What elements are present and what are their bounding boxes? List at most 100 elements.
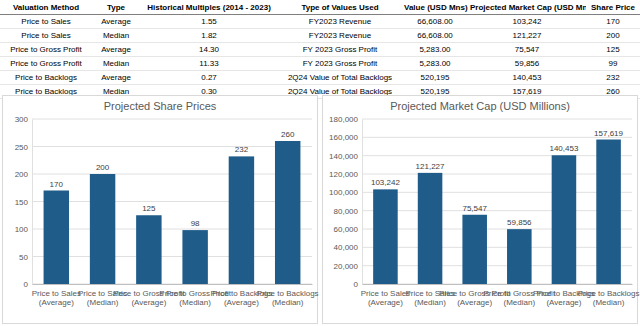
grid-line [362, 119, 632, 120]
table-cell: Average [92, 43, 140, 57]
y-tick-label: 140,000 [329, 152, 358, 161]
grid-line [362, 174, 632, 175]
grid-line [362, 229, 632, 230]
y-tick-label: 100 [15, 225, 29, 234]
y-axis: 020,00040,00060,00080,000100,000120,0001… [329, 115, 362, 289]
bar [507, 229, 532, 284]
table-cell: 59,856 [468, 57, 586, 71]
chart-panel: Projected Share Prices050100150200250300… [3, 96, 319, 324]
data-labels: 17020012598232260 [50, 130, 295, 228]
y-tick: 140,000 [329, 152, 362, 161]
plot-area: 020,00040,00060,00080,000100,000120,0001… [329, 115, 639, 307]
table-cell: Price to Sales [0, 15, 92, 29]
table-cell: 66,608.00 [402, 15, 468, 29]
bar [44, 191, 69, 285]
grid [362, 119, 632, 284]
valuation-table: Valuation MethodTypeHistorical Multiples… [0, 1, 640, 99]
table-cell: Price to Gross Profit [0, 57, 92, 71]
column-header: Valuation Method [0, 1, 92, 15]
grid-line [362, 137, 632, 138]
data-label: 140,453 [549, 144, 578, 153]
y-tick: 100 [15, 225, 32, 234]
header-row: Valuation MethodTypeHistorical Multiples… [0, 1, 640, 15]
table-cell: FY2023 Revenue [278, 29, 402, 43]
grid-line [32, 201, 312, 202]
y-axis-line [32, 120, 33, 285]
y-tick: 50 [19, 253, 32, 262]
column-header: Projected Market Cap (USD Mns) [468, 1, 586, 15]
bars [44, 141, 301, 284]
grid-line [32, 256, 312, 257]
x-tick-label: Price to Sales(Average) [32, 289, 81, 308]
x-tick: Price to Backlogs(Median) [578, 284, 640, 307]
grid-line [362, 247, 632, 248]
y-tick-label: 160,000 [329, 133, 358, 142]
table-cell: 5,283.00 [402, 43, 468, 57]
table-row: Price to Gross ProfitMedian11.33FY 2023 … [0, 57, 640, 71]
table-cell: 2Q24 Value of Total Backlogs [278, 71, 402, 85]
table-cell: Average [92, 15, 140, 29]
grid [32, 119, 312, 284]
table-cell: Average [92, 71, 140, 85]
x-tick: Price to Sales(Average) [361, 284, 410, 307]
y-tick-label: 120,000 [329, 170, 358, 179]
y-tick-label: 60,000 [334, 225, 359, 234]
table-cell: 200 [586, 29, 640, 43]
table-cell: Price to Sales [0, 29, 92, 43]
bar [275, 141, 300, 284]
table-cell: 99 [586, 57, 640, 71]
bar [90, 174, 115, 284]
table-cell: 5,283.00 [402, 57, 468, 71]
y-tick-label: 0 [24, 280, 29, 289]
table-cell: 520,195 [402, 71, 468, 85]
plot-area: 050100150200250300Price to Sales(Average… [15, 115, 319, 307]
y-tick-label: 80,000 [334, 207, 359, 216]
data-label: 170 [50, 180, 64, 189]
y-tick: 100,000 [329, 188, 362, 197]
column-header: Value (USD Mns) [402, 1, 468, 15]
grid-line [32, 284, 312, 285]
bar [552, 155, 577, 284]
table-cell: 121,227 [468, 29, 586, 43]
y-tick: 60,000 [334, 225, 362, 234]
data-label: 103,242 [371, 178, 400, 187]
table-cell: 66,608.00 [402, 29, 468, 43]
data-label: 75,547 [462, 204, 487, 213]
y-tick: 20,000 [334, 262, 362, 271]
table-cell: Median [92, 57, 140, 71]
data-labels: 103,242121,22775,54759,856140,453157,619 [371, 129, 624, 228]
grid-line [32, 146, 312, 147]
table-cell: 170 [586, 15, 640, 29]
table-cell: FY2023 Revenue [278, 15, 402, 29]
grid-line [362, 155, 632, 156]
grid-line [32, 119, 312, 120]
y-tick: 300 [15, 115, 32, 124]
x-axis-line [33, 284, 313, 285]
table-cell: 1.82 [140, 29, 278, 43]
table-row: Price to BacklogsAverage0.272Q24 Value o… [0, 71, 640, 85]
data-label: 98 [191, 219, 200, 228]
data-label: 125 [142, 204, 156, 213]
bar [182, 230, 207, 284]
y-axis-line [362, 120, 363, 285]
y-tick-label: 50 [19, 253, 28, 262]
x-axis: Price to Sales(Average)Price to Sales(Me… [361, 284, 640, 307]
table-cell: 75,547 [468, 43, 586, 57]
bar [462, 215, 487, 284]
table-cell: 140,453 [468, 71, 586, 85]
table-cell: FY 2023 Gross Profit [278, 57, 402, 71]
table-cell: 125 [586, 43, 640, 57]
table-row: Price to Gross ProfitAverage14.30FY 2023… [0, 43, 640, 57]
table-cell: 14.30 [140, 43, 278, 57]
table-cell: 11.33 [140, 57, 278, 71]
bar [418, 173, 443, 284]
grid-line [362, 284, 632, 285]
grid-line [362, 210, 632, 211]
y-tick-label: 150 [15, 198, 29, 207]
x-axis: Price to Sales(Average)Price to Sales(Me… [32, 284, 319, 307]
data-label: 200 [96, 163, 110, 172]
y-tick-label: 200 [15, 170, 29, 179]
table-cell: 232 [586, 71, 640, 85]
data-label: 260 [281, 130, 295, 139]
bar [136, 215, 161, 284]
